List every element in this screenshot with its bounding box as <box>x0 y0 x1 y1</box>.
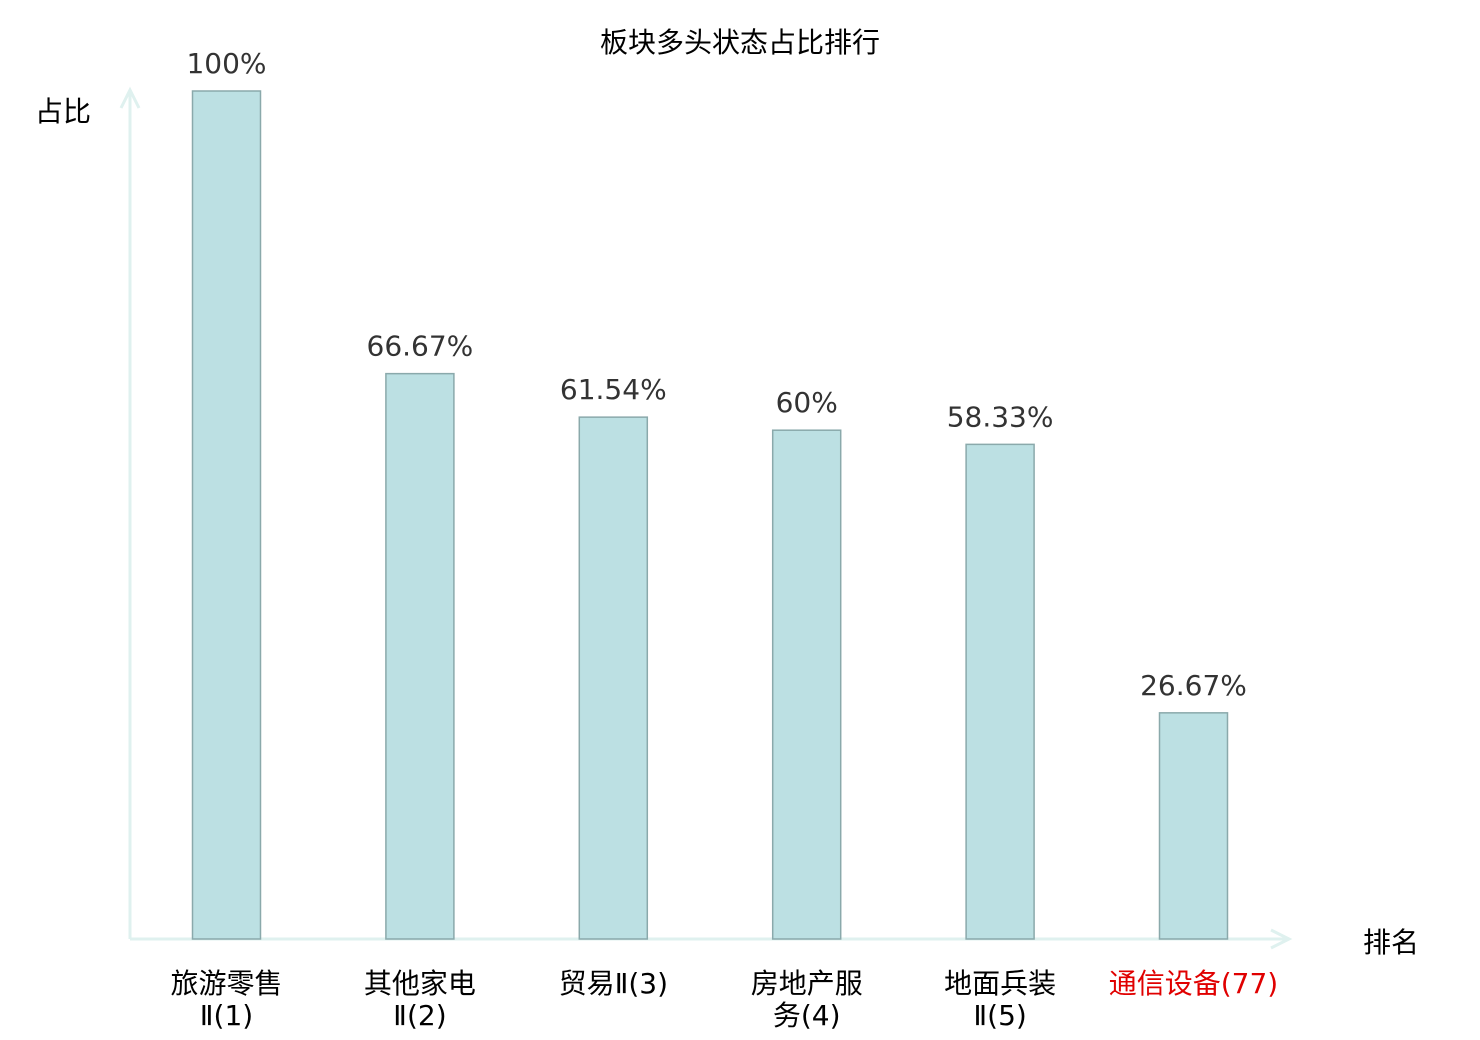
x-tick-label: Ⅱ(5) <box>973 999 1026 1032</box>
data-label: 60% <box>776 386 838 419</box>
data-label: 58.33% <box>947 400 1054 433</box>
bar <box>771 429 842 940</box>
x-tick-label: Ⅱ(2) <box>393 999 446 1032</box>
bar <box>191 90 262 940</box>
x-axis-arrow-icon <box>1270 928 1293 950</box>
x-axis-label: 排名 <box>1363 926 1419 959</box>
x-tick-label: Ⅱ(1) <box>200 999 253 1032</box>
bar <box>578 416 649 940</box>
chart-title: 板块多头状态占比排行 <box>600 26 880 59</box>
x-tick-label: 通信设备(77) <box>1109 967 1278 1000</box>
y-axis-label: 占比 <box>35 95 91 128</box>
x-tick-label: 务(4) <box>773 999 841 1032</box>
x-tick-label: 地面兵装 <box>944 967 1056 1000</box>
x-tick-label: 其他家电 <box>364 967 476 1000</box>
bar <box>965 443 1035 940</box>
bar <box>385 372 455 940</box>
x-tick-label: 房地产服 <box>751 967 863 1000</box>
data-label: 61.54% <box>560 373 667 406</box>
data-label: 26.67% <box>1140 669 1247 702</box>
bar <box>1158 712 1229 940</box>
x-tick-label: 旅游零售 <box>170 967 282 1000</box>
data-label: 100% <box>186 47 266 80</box>
x-tick-label: 贸易Ⅱ(3) <box>559 967 668 1000</box>
data-label: 66.67% <box>367 330 474 363</box>
y-axis-arrow-icon <box>119 86 141 109</box>
